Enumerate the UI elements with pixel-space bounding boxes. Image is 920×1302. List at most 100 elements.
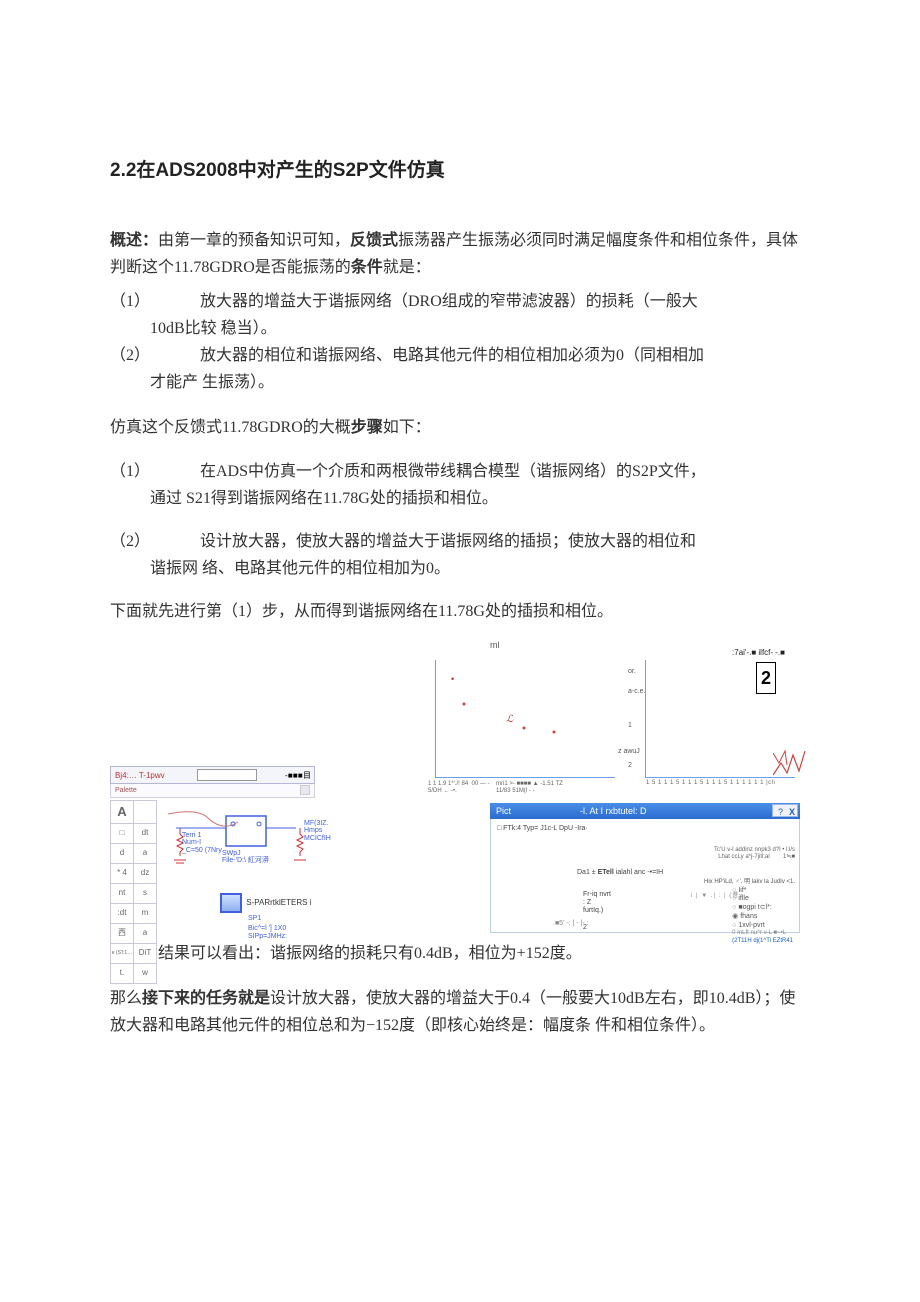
palette-cell[interactable]: t. xyxy=(111,963,134,983)
overview-pre: 由第一章的预备知识可知， xyxy=(158,232,350,249)
palette-cell[interactable]: □ xyxy=(111,823,134,843)
palette-cell[interactable]: dt xyxy=(134,823,157,843)
sparam-title: S-PARrtklETERS i xyxy=(246,896,311,910)
svg-text:ℒ: ℒ xyxy=(506,714,514,725)
sparam-sub1: SP1 xyxy=(248,915,340,923)
chart-legend-label: :7ai'-.■ ilfcf- -.■ xyxy=(732,646,785,660)
svg-text:•: • xyxy=(451,674,454,684)
dialog-da-tail: ialahl anc -•=IH xyxy=(616,869,663,876)
result-paragraph: 由仿真结果可以看出：谐振网络的损耗只有0.4dB，相位为+152度。 xyxy=(110,940,810,967)
term2-label: MF(3IZ. Hmps MCICfIH xyxy=(304,820,331,843)
chart-marker-label: ml xyxy=(490,638,500,653)
radio-option[interactable]: Iif* xyxy=(732,887,793,896)
step-text: 在ADS中仿真一个介质和两根微带线耦合模型（谐振网络）的S2P文件， xyxy=(200,463,706,480)
condition-continuation: 才能产 生振荡）。 xyxy=(110,369,810,396)
dialog-hint-2: Hix HP'iLd, ♂'. 明 lakv la JudIv <1. xyxy=(704,877,795,887)
condition-item: （1）放大器的增益大于谐振网络（DRO组成的窄带滤波器）的损耗（一般大 10dB… xyxy=(110,288,810,342)
radio-option[interactable]: iflle xyxy=(732,895,793,904)
step-number: （2） xyxy=(110,528,200,555)
toolbar-dropdown[interactable] xyxy=(197,769,257,781)
palette-table: A □dt da * 4dz nts :dtm 西a e (S'l:1…DiT … xyxy=(110,800,157,984)
palette-cell[interactable]: dz xyxy=(134,863,157,883)
next-task-paragraph: 那么接下来的任务就是设计放大器，使放大器的增益大于0.4（一般要大10dB左右，… xyxy=(110,985,810,1039)
palette-cell[interactable]: A xyxy=(111,800,134,823)
term-label: Terri 1 Num-I _C=50 (7Nry xyxy=(182,832,222,855)
palette-cell[interactable]: nt xyxy=(111,883,134,903)
palette-cell[interactable]: :dt xyxy=(111,903,134,923)
steps-intro-pre: 仿真这个反馈式11.78GDRO的大概 xyxy=(110,419,351,436)
chart-ylabel: a-c.e. xyxy=(628,686,646,698)
chart-red-curve-icon xyxy=(773,745,813,785)
schematic-canvas: Terri 1 Num-I _C=50 (7Nry SWpJ File-'D:\… xyxy=(168,810,338,905)
chart-legend-text: :7ai'-.■ ilfcf- -.■ xyxy=(732,648,785,657)
toolbar-icons[interactable]: - ■ ■ ■ 目 xyxy=(285,769,310,783)
condition-item: （2）放大器的相位和谐振网络、电路其他元件的相位相加必须为0（同相相加 才能产 … xyxy=(110,342,810,396)
snp-label: SWpJ File-'D:\ 紅河漭 xyxy=(222,850,269,865)
step-item: （2）设计放大器，使放大器的增益大于谐振网络的插损；使放大器的相位和 谐振网 络… xyxy=(110,528,810,582)
palette-cell[interactable]: m xyxy=(134,903,157,923)
section-title: 2.2在ADS2008中对产生的S2P文件仿真 xyxy=(110,155,810,187)
dialog-radio-group: Iif* iflle ■ogpi t⊂l*: fhans 1xvl-pvrt 0… xyxy=(732,887,793,946)
help-icon[interactable]: ? xyxy=(778,807,783,817)
chart-xlabel: mri1 >- ■■■■ ▲ -1.51 TZ 11/83 51M(l - - xyxy=(496,781,563,794)
dialog-bottom-ticks: .■5' -: | - |- : xyxy=(553,918,589,930)
palette-row[interactable]: Palette xyxy=(110,784,315,798)
dialog-plot-type: □ FTk:4 Typ= J1c-L DpU -Ira· xyxy=(497,823,588,835)
palette-cell[interactable]: s xyxy=(134,883,157,903)
steps-intro-bold: 步骤 xyxy=(351,419,383,436)
radio-option[interactable]: fhans xyxy=(732,913,793,922)
simulation-screenshot: ml :7ai'-.■ ilfcf- -.■ • ℒ 1 1 1.9 1*'./… xyxy=(110,638,810,938)
overview-post-2: 就是： xyxy=(383,259,431,276)
overview-paragraph: 概述：由第一章的预备知识可知，反馈式振荡器产生振荡必须同时满足幅度条件和相位条件… xyxy=(110,227,810,281)
step-number: （1） xyxy=(110,458,200,485)
chart-ylabel: 2 xyxy=(628,760,632,772)
chart-ylabel: 1 xyxy=(628,720,632,732)
palette-cell[interactable]: DiT xyxy=(134,943,157,963)
overview-label: 概述： xyxy=(110,232,158,249)
palette-cell[interactable]: 西 xyxy=(111,923,134,943)
palette-cell[interactable] xyxy=(134,800,157,823)
radio-note-link[interactable]: (2T11H dj(1^Ti EZtR41 xyxy=(732,938,793,946)
ads-toolbar: Bj4:… T-1pwv - ■ ■ ■ 目 Palette xyxy=(110,766,315,798)
chart-xticks: 1 5 1 1 1 5 1 1 1 5 1 1 1 5 1 1 1 1 1 1 … xyxy=(646,778,775,788)
condition-text: 放大器的相位和谐振网络、电路其他元件的相位相加必须为0（同相相加 xyxy=(200,347,704,364)
steps-intro: 仿真这个反馈式11.78GDRO的大概步骤如下： xyxy=(110,414,810,441)
dialog-hint-right: Tc'U v-l addinz nnpk3 d?l • l:i/s Lhat c… xyxy=(714,847,795,861)
chart-plot-icon: • ℒ xyxy=(436,660,616,778)
step-continuation: 谐振网 络、电路其他元件的相位相加为0。 xyxy=(110,555,810,582)
chart-xlabel: 1 1 1.9 1*'./! 84 00 — - 5/DH ← -•. xyxy=(428,781,490,794)
dialog-body: □ FTk:4 Typ= J1c-L DpU -Ira· Tc'U v-l ad… xyxy=(490,819,800,933)
toolbar-top-row[interactable]: Bj4:… T-1pwv - ■ ■ ■ 目 xyxy=(110,766,315,784)
dialog-da-pre: Da1 ± xyxy=(577,869,596,876)
next-bold: 接下来的任务就是 xyxy=(142,990,270,1007)
chart-ylabel: z awuJ xyxy=(618,746,640,758)
palette-cell[interactable]: d xyxy=(111,843,134,863)
dialog-dataset: Da1 ± ETell ialahl anc -•=IH xyxy=(577,867,663,879)
condition-number: （2） xyxy=(110,342,200,369)
dialog-titlebar[interactable]: Pict -l. At I rxbtutel: D ?X xyxy=(490,803,800,819)
plot-traces-dialog: Pict -l. At I rxbtutel: D ?X □ FTk:4 Typ… xyxy=(490,803,800,933)
palette-cell[interactable]: * 4 xyxy=(111,863,134,883)
palette-cell[interactable]: a xyxy=(134,923,157,943)
condition-text: 放大器的增益大于谐振网络（DRO组成的窄带滤波器）的损耗（一般大 xyxy=(200,293,698,310)
step-text: 设计放大器，使放大器的增益大于谐振网络的插损；使放大器的相位和 xyxy=(200,533,696,550)
palette-cell[interactable]: w xyxy=(134,963,157,983)
palette-cell[interactable]: a xyxy=(134,843,157,863)
step-item: （1）在ADS中仿真一个介质和两根微带线耦合模型（谐振网络）的S2P文件， 通过… xyxy=(110,458,810,512)
close-icon[interactable]: X xyxy=(789,807,795,817)
radio-note: 0 InLft nu^r v-L ■~•L xyxy=(732,930,793,938)
step-continuation: 通过 S21得到谐振网络在11.78G处的插损和相位。 xyxy=(110,485,810,512)
palette-icon[interactable] xyxy=(300,785,310,795)
dialog-window-controls[interactable]: ?X xyxy=(772,804,798,817)
next-pre: 那么 xyxy=(110,990,142,1007)
palette-cell[interactable]: e (S'l:1… xyxy=(111,943,134,963)
radio-option[interactable]: 1xvl-pvrt xyxy=(732,922,793,931)
palette-label: Palette xyxy=(115,787,137,794)
dialog-title-mid: -l. At I rxbtutel: D xyxy=(580,804,647,819)
toolbar-label: Bj4:… T-1pwv xyxy=(115,771,165,780)
s21-magnitude-chart: • ℒ 1 1 1.9 1*'./! 84 00 — - 5/DH ← -•. … xyxy=(435,660,615,778)
sparam-sub2: Bic^=l '] 1X0 SIPp=JMHz: xyxy=(248,925,340,942)
radio-option[interactable]: ■ogpi t⊂l*: xyxy=(732,904,793,913)
sparam-icon[interactable] xyxy=(220,893,242,913)
steps-intro-post: 如下： xyxy=(383,419,431,436)
